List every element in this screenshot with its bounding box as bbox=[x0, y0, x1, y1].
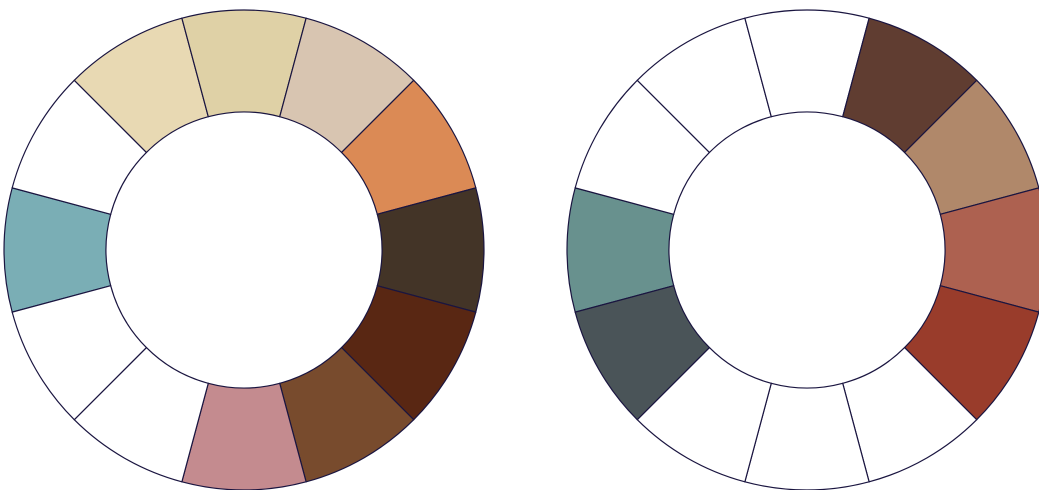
left-color-wheel-segment-12 bbox=[11, 284, 148, 421]
left-color-wheel bbox=[3, 9, 485, 490]
right-color-wheel bbox=[566, 9, 1039, 490]
right-color-wheel-segment-12 bbox=[574, 284, 711, 421]
